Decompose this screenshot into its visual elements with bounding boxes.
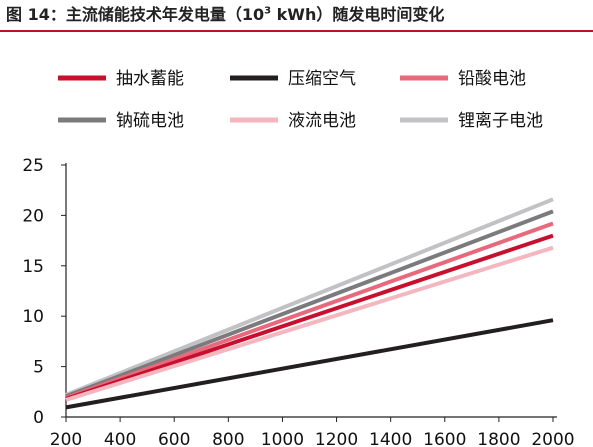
chart-title-prefix: 图 14：主流储能技术年发电量（10 xyxy=(6,5,265,24)
y-tick-label-0: 0 xyxy=(33,408,44,428)
legend-label-2: 压缩空气 xyxy=(288,69,356,89)
series-line-3 xyxy=(65,221,554,400)
x-tick-label-600: 600 xyxy=(158,430,190,447)
y-tick-label-15: 15 xyxy=(22,257,44,277)
series-line-4 xyxy=(65,209,554,399)
legend-label-1: 抽水蓄能 xyxy=(116,69,184,89)
series-line-2 xyxy=(65,318,554,410)
legend-label-4: 钠硫电池 xyxy=(116,111,184,131)
y-tick-label-20: 20 xyxy=(22,206,44,226)
series-line-6 xyxy=(65,197,554,397)
x-tick-label-1800: 1800 xyxy=(477,430,520,447)
chart-title-superscript: 3 xyxy=(264,5,272,17)
legend-label-5: 液流电池 xyxy=(288,111,356,131)
chart-title-suffix: kWh）随发电时间变化 xyxy=(271,5,445,24)
x-tick-label-2000: 2000 xyxy=(531,430,574,447)
x-tick-label-1600: 1600 xyxy=(423,430,466,447)
legend-label-6: 锂离子电池 xyxy=(458,111,543,131)
y-tick-label-25: 25 xyxy=(22,156,44,176)
x-tick-label-1400: 1400 xyxy=(369,430,412,447)
series-line-5 xyxy=(65,245,554,402)
series-line-1 xyxy=(65,233,554,401)
x-tick-label-800: 800 xyxy=(212,430,244,447)
x-tick-label-1000: 1000 xyxy=(261,430,304,447)
title-divider xyxy=(0,30,593,32)
y-tick-label-5: 5 xyxy=(33,358,44,378)
x-tick-label-200: 200 xyxy=(50,430,82,447)
y-tick-label-10: 10 xyxy=(22,307,44,327)
x-tick-label-1200: 1200 xyxy=(315,430,358,447)
legend-label-3: 铅酸电池 xyxy=(458,69,526,89)
chart-title: 图 14：主流储能技术年发电量（103 kWh）随发电时间变化 xyxy=(6,4,444,26)
x-tick-label-400: 400 xyxy=(104,430,136,447)
